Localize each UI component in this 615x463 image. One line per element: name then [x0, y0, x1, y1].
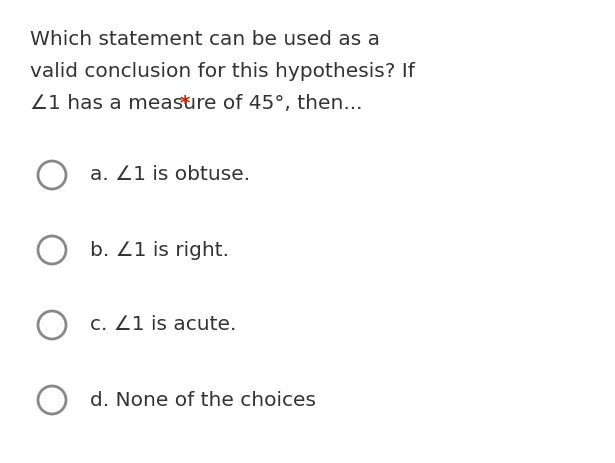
Text: ∠1 has a measure of 45°, then...: ∠1 has a measure of 45°, then...	[30, 94, 369, 113]
Text: c. ∠1 is acute.: c. ∠1 is acute.	[90, 315, 236, 334]
Text: *: *	[180, 94, 189, 113]
Text: valid conclusion for this hypothesis? If: valid conclusion for this hypothesis? If	[30, 62, 415, 81]
Text: d. None of the choices: d. None of the choices	[90, 390, 316, 409]
Text: a. ∠1 is obtuse.: a. ∠1 is obtuse.	[90, 165, 250, 184]
Text: b. ∠1 is right.: b. ∠1 is right.	[90, 240, 229, 259]
Text: Which statement can be used as a: Which statement can be used as a	[30, 30, 380, 49]
